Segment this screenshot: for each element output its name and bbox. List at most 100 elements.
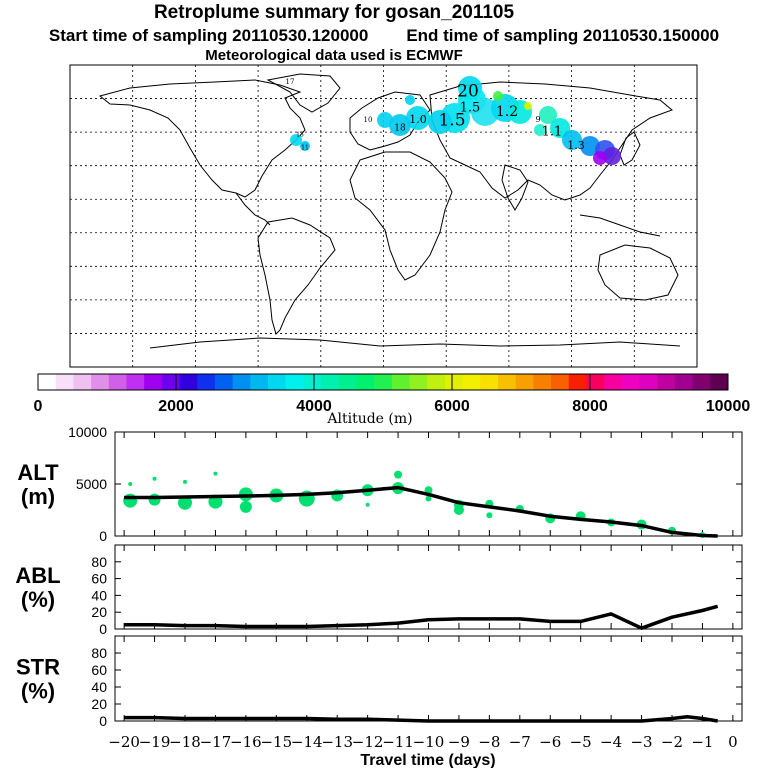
plume-cluster [539,106,557,124]
cluster-point [486,512,493,519]
colorbar-swatch [285,374,304,390]
colorbar-swatch [480,374,499,390]
colorbar-tick-label: 4000 [296,398,332,415]
plume-label: 1.2 [496,104,518,120]
colorbar-swatch [73,374,92,390]
x-tick-label: −19 [139,733,171,751]
cluster-point [453,505,464,515]
altitude-colorbar: 0 2000 4000 6000 8000 10000 Altitude (m) [34,373,750,427]
x-tick-label: −6 [539,733,561,751]
colorbar-tick-label: 2000 [158,398,194,415]
x-tick-label: −10 [413,733,445,751]
colorbar-swatch [197,374,216,390]
coast-australia [597,244,679,301]
panel-frame [114,544,743,630]
cluster-point [123,493,138,508]
colorbar-swatch [515,374,534,390]
series-line-alt [124,485,718,538]
y-tick-label: 5000 [76,476,107,492]
colorbar-tick-label: 6000 [434,398,470,415]
coast-south-america [257,217,336,335]
x-tick-label: −3 [630,733,652,751]
y-axis-label-unit: (m) [21,484,55,509]
colorbar-swatch [533,374,552,390]
colorbar-swatch [657,374,676,390]
y-tick-label: 0 [99,621,107,637]
colorbar-swatch [462,374,481,390]
x-tick-label: −13 [321,733,353,751]
y-tick-label: 40 [91,587,107,603]
y-axis-label: ABL [15,563,60,588]
plume-cluster [389,114,411,136]
cluster-point [239,500,252,513]
coast-central-america [235,192,271,226]
y-tick-label: 0 [99,528,107,544]
series-line-str [124,715,718,723]
cluster-point [213,471,218,476]
plume-label: 1.0 [409,113,427,126]
x-tick-label: −7 [509,733,531,751]
met-data-label: Meteorological data used is ECMWF [205,47,463,64]
chart-title: Retroplume summary for gosan_201105 [153,2,515,23]
colorbar-swatch [586,374,605,390]
colorbar-swatch [498,374,517,390]
panel-frame [114,431,743,537]
y-axis-label-unit: (%) [21,587,55,612]
colorbar-tick-label: 8000 [572,398,608,415]
colorbar-swatch [338,374,357,390]
x-tick-label: −4 [600,733,622,751]
plume-label: 1.1 [542,125,563,140]
x-tick-label: −20 [108,733,140,751]
x-tick-label: −8 [478,733,500,751]
colorbar-swatch [268,374,287,390]
plume-cluster [524,102,532,110]
x-tick-label: −9 [448,733,470,751]
colorbar-swatch [179,374,198,390]
series-line-abl [124,604,719,630]
colorbar-swatch [639,374,658,390]
y-tick-label: 40 [91,679,107,695]
end-time-label: End time of sampling 20110530.150000 [406,26,720,45]
x-tick-label: −16 [230,733,262,751]
plume-cluster [406,106,430,130]
cluster-point [148,493,161,506]
plume-cluster [428,110,452,134]
colorbar-swatch [674,374,694,390]
colorbar-swatch [409,374,428,390]
colorbar-swatch [427,374,446,390]
colorbar-swatch [374,374,393,390]
coast-north-america [98,79,306,198]
cluster-point [183,479,188,484]
y-tick-label: 80 [91,554,107,570]
colorbar-swatch [604,374,623,390]
plume-cluster [593,151,607,165]
coast-greenland [266,73,341,113]
plume-label: 1.5 [438,111,465,131]
coast-africa [349,151,453,281]
plume-cluster [603,147,621,165]
plume-label: 13 [296,132,304,139]
colorbar-swatch [91,374,110,390]
colorbar-swatch [38,374,57,390]
plume-label: 10 [364,116,373,124]
plume-label: 18 [394,124,406,134]
plume-label: 1.3 [567,139,585,152]
plume-cluster [534,124,546,136]
y-tick-label: 80 [91,645,107,661]
plume-cluster [300,141,310,151]
x-tick-label: −15 [260,733,292,751]
colorbar-swatch [321,374,340,390]
colorbar-swatch [232,374,251,390]
plume-cluster [377,112,393,128]
y-tick-label: 20 [91,696,107,712]
y-tick-label: 20 [91,604,107,620]
cluster-point [178,495,193,510]
x-tick-label: −11 [382,733,414,751]
plume-label: 11 [301,145,309,152]
colorbar-swatch [621,374,641,390]
plume-label: 1.5 [460,101,481,116]
colorbar-swatch [692,374,711,390]
time-series-panels: 1000050000ALT(m)806040200ABL(%)806040200… [15,424,743,768]
